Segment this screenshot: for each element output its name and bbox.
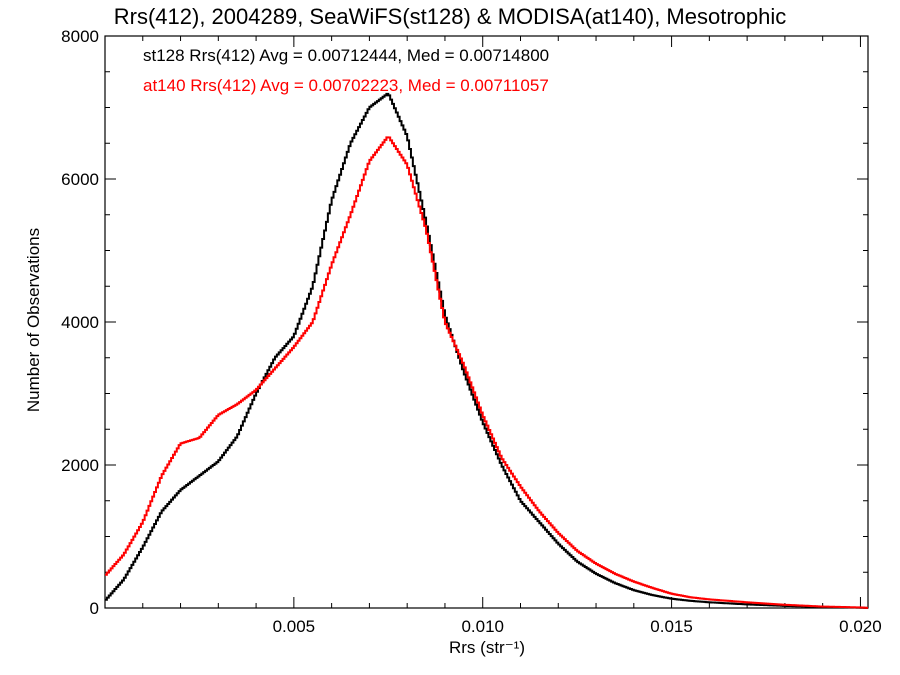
x-tick-label: 0.005 [273,617,316,636]
series-line-st128 [105,92,868,609]
x-tick-label: 0.015 [650,617,693,636]
y-tick-label: 2000 [61,456,99,475]
y-tick-label: 4000 [61,313,99,332]
x-tick-label: 0.010 [461,617,504,636]
chart-title: Rrs(412), 2004289, SeaWiFS(st128) & MODI… [113,4,787,29]
y-axis-label: Number of Observations [24,227,43,413]
y-tick-label: 8000 [61,27,99,46]
annotation-at140: at140 Rrs(412) Avg = 0.00702223, Med = 0… [143,76,549,95]
x-tick-label: 0.020 [839,617,882,636]
series-line-at140 [105,136,868,609]
plot-frame [104,35,869,609]
annotation-st128: st128 Rrs(412) Avg = 0.00712444, Med = 0… [143,46,550,65]
y-tick-label: 0 [90,599,99,618]
y-tick-label: 6000 [61,170,99,189]
x-axis-label: Rrs (str⁻¹) [448,638,526,657]
